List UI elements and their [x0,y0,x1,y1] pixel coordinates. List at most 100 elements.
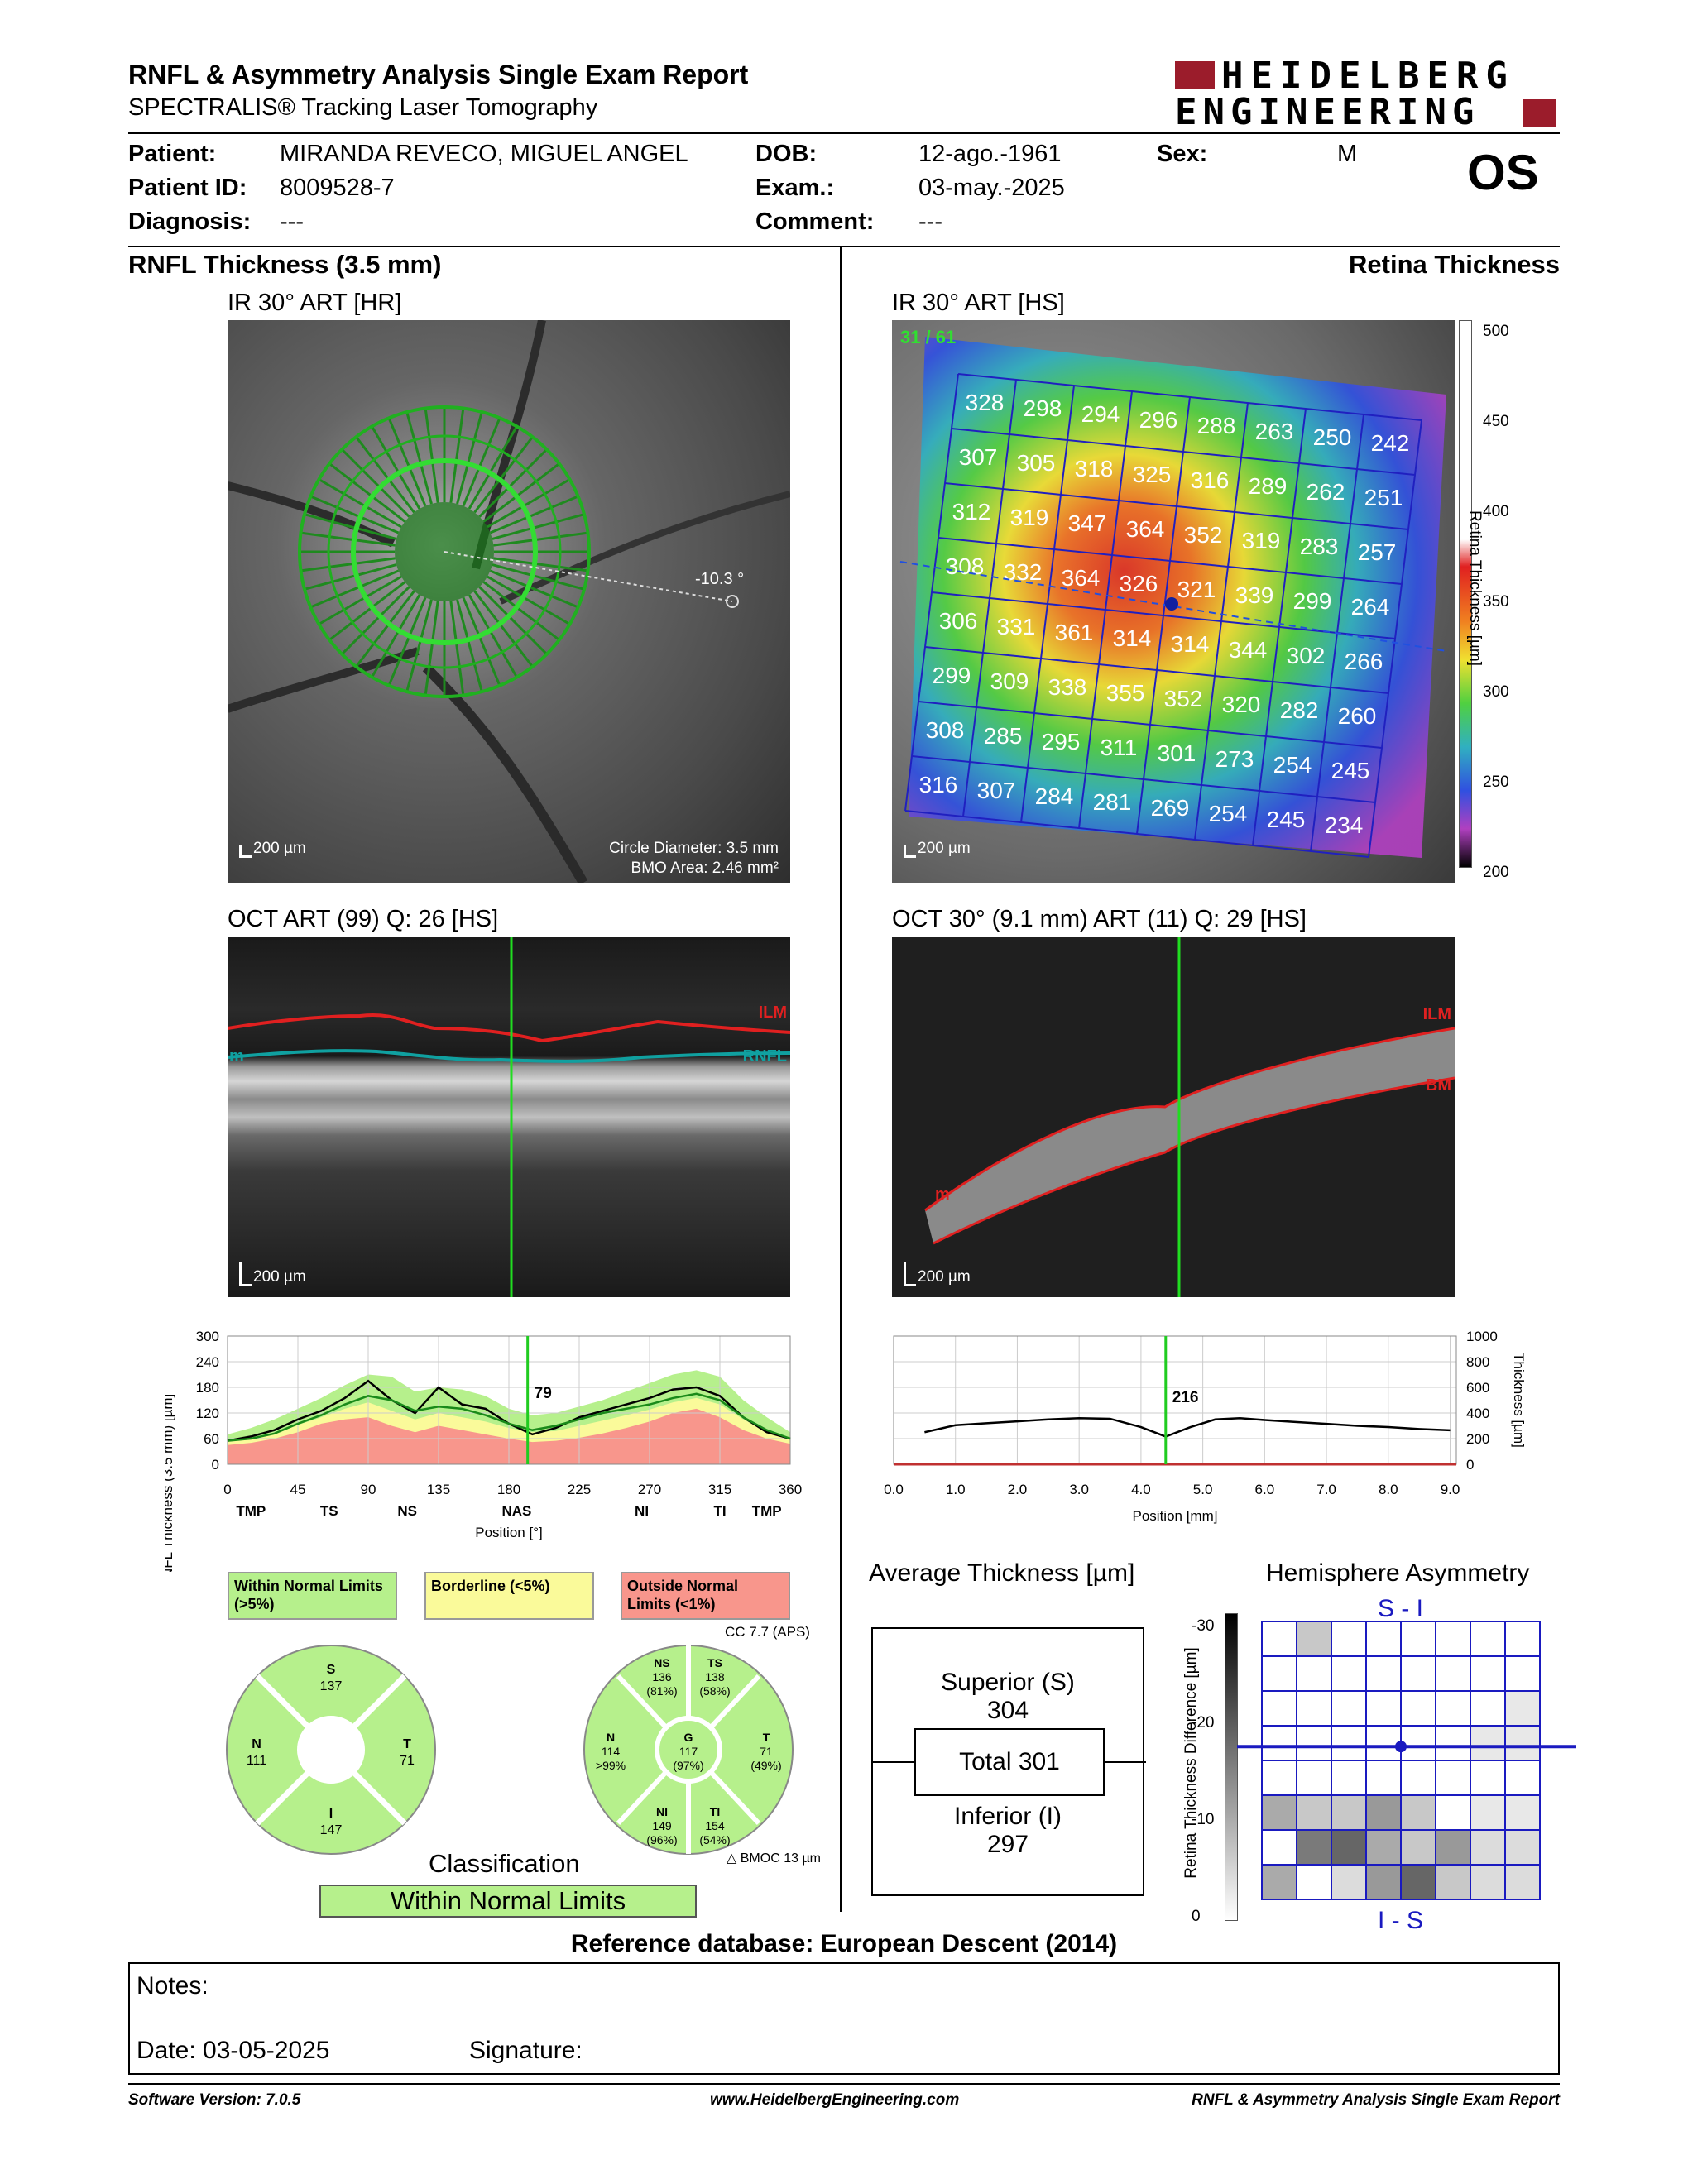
comment-value: --- [918,208,942,235]
svg-text:N: N [252,1737,261,1751]
colorbar-tick: 500 [1483,323,1509,340]
hemisphere-axis-label: Retina Thickness Difference [µm] [1182,1647,1200,1879]
hemisphere-cell [1504,1725,1541,1761]
rnfl-section-title: RNFL Thickness (3.5 mm) [128,250,442,279]
brand-logo: HEIDELBERG ENGINEERING [1175,55,1556,133]
hemisphere-bottom-label: I - S [1378,1907,1424,1934]
svg-text:T: T [763,1731,770,1744]
sector-chart-6: NS 136 (81%) TS 138 (58%) N 114 >99% G 1… [583,1645,794,1855]
grid-value: 263 [1255,419,1294,444]
series-line [227,1392,791,1442]
grid-value: 264 [1351,594,1390,620]
y-axis-label: Thickness [µm] [1511,1353,1527,1448]
y-tick-label: 200 [1466,1431,1489,1447]
y-tick-label: 0 [212,1457,219,1473]
dob-label: DOB: [755,141,818,167]
bmo-area: BMO Area: 2.46 mm² [631,860,779,877]
footer-report-name: RNFL & Asymmetry Analysis Single Exam Re… [1192,2091,1560,2109]
x-tick-label: 4.0 [1131,1482,1151,1497]
hemisphere-cell [1504,1794,1541,1831]
ir-angle-label: -10.3 ° [695,570,745,588]
sector-n-value: 111 [247,1754,266,1768]
hemisphere-cell [1435,1794,1471,1831]
retina-section-title: Retina Thickness [1349,250,1560,279]
grid-value: 282 [1280,697,1319,723]
diagnosis-value: --- [280,208,304,235]
grid-value: 331 [997,614,1036,639]
total-box: Total 301 [914,1728,1105,1796]
hemisphere-cell [1331,1655,1367,1692]
sector-i-value: 147 [320,1823,343,1837]
svg-text:TI: TI [710,1805,720,1818]
bmoc-label: △ BMOC 13 µm [727,1851,821,1866]
sector-label: NAS [501,1503,531,1519]
svg-text:N: N [607,1731,615,1744]
grid-value: 254 [1209,801,1248,826]
hemisphere-cell [1331,1864,1367,1900]
hemisphere-cell [1470,1864,1506,1900]
sector-label: NI [635,1503,649,1519]
left-ir-scale-bar: 200 µm [239,840,306,858]
left-ir-title: IR 30° ART [HR] [228,290,402,316]
hemisphere-cell [1331,1690,1367,1727]
classification-value: Within Normal Limits [319,1885,697,1918]
series-line [924,1416,1451,1438]
hemisphere-cell [1261,1829,1297,1866]
patient-name: MIRANDA REVECO, MIGUEL ANGEL [280,141,688,167]
grid-value: 306 [939,608,978,634]
svg-text:TS: TS [707,1656,722,1669]
thickness-colorbar [1459,320,1472,868]
retina-thickness-chart: 0 200 400 600 800 1000 0.0 1.0 2.0 3.0 4.0 5.0 6.0 7.… [884,1329,1527,1524]
hemisphere-tick: 0 [1192,1908,1201,1925]
grid-value: 339 [1235,582,1274,608]
dob-value: 12-ago.-1961 [918,141,1062,167]
notes-box[interactable]: Notes: Date: 03-05-2025 Signature: [128,1962,1560,2075]
hemisphere-title: Hemisphere Asymmetry [1266,1559,1530,1587]
grid-value: 285 [984,723,1023,749]
x-axis-label: Position [mm] [1133,1508,1218,1524]
grid-value: 273 [1216,746,1254,772]
sector-label: TMP [236,1503,266,1519]
svg-text:(96%): (96%) [646,1833,677,1846]
hemisphere-cell [1331,1829,1367,1866]
svg-text:NI: NI [656,1805,668,1818]
hemisphere-cell [1400,1725,1436,1761]
comment-label: Comment: [755,208,875,235]
grid-value: 283 [1300,534,1339,559]
hemisphere-cell [1365,1864,1402,1900]
exam-value: 03-may.-2025 [918,175,1065,201]
classification-label: Classification [429,1849,580,1878]
hemisphere-cell [1331,1794,1367,1831]
grid-value: 299 [1293,588,1332,614]
grid-value: 311 [1101,735,1138,760]
grid-value: 312 [952,499,991,524]
grid-value: 302 [1287,643,1326,668]
hemisphere-cell [1296,1655,1332,1692]
left-oct-ilm-label: ILM [758,1003,787,1022]
grid-value: 320 [1222,692,1261,717]
svg-text:G: G [684,1731,693,1744]
software-version: Software Version: 7.0.5 [128,2091,301,2109]
hemisphere-cell [1435,1829,1471,1866]
grid-value: 288 [1197,413,1236,438]
right-oct-m-label: m [935,1185,950,1204]
grid-value: 260 [1338,703,1377,729]
colorbar-tick: 350 [1483,593,1509,611]
thickness-map-overlay: 328 298 294 296 288 263 250 242 307 305 318 325 316 2… [899,337,1447,858]
y-tick-label: 300 [196,1329,219,1344]
right-oct-ilm-label: ILM [1422,1005,1451,1023]
hemisphere-cell [1261,1690,1297,1727]
x-tick-label: 5.0 [1193,1482,1213,1497]
x-tick-label: 90 [361,1482,376,1497]
hemisphere-cell [1331,1725,1367,1761]
sector-t-value: 71 [400,1754,415,1768]
sector-chart-4: S 137 N 111 T 71 I 147 [226,1645,436,1855]
x-tick-label: 8.0 [1379,1482,1398,1497]
hemisphere-cell [1470,1829,1506,1866]
hemisphere-cell [1261,1621,1297,1657]
grid-value: 325 [1133,462,1172,487]
website-link[interactable]: www.HeidelbergEngineering.com [710,2091,960,2109]
notes-label: Notes: [137,1972,209,2000]
y-tick-label: 400 [1466,1406,1489,1421]
svg-text:(49%): (49%) [750,1759,781,1772]
